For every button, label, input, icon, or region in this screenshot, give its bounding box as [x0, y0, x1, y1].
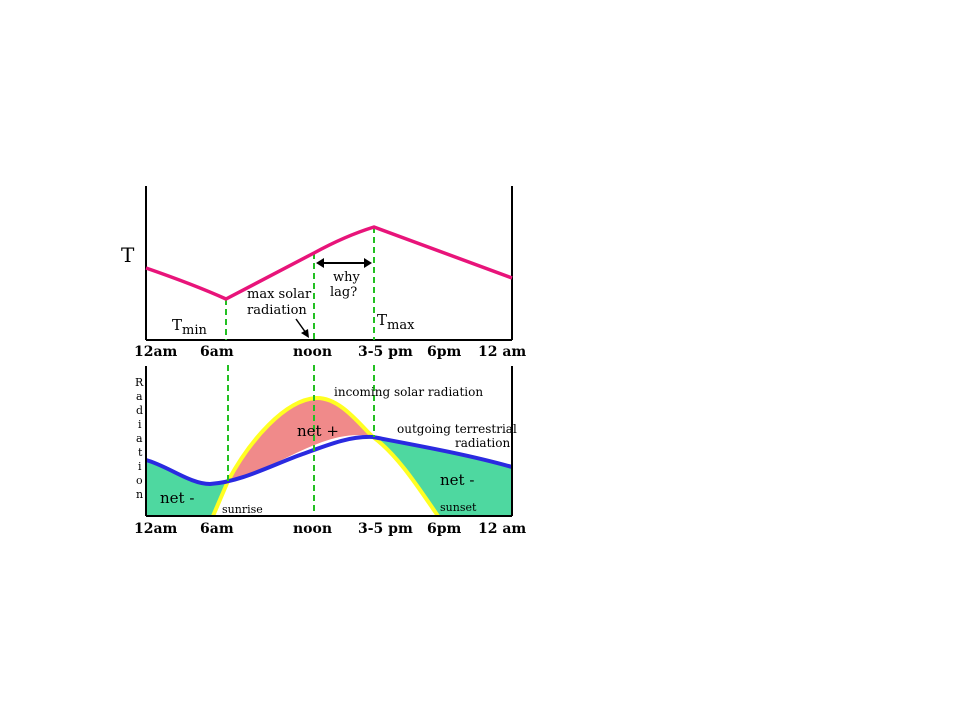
radiation-letter: o: [136, 474, 143, 487]
top-tick-3-5pm: 3-5 pm: [358, 344, 413, 360]
why-lag-label-line1: why: [333, 270, 361, 285]
radiation-letter: i: [138, 418, 142, 431]
incoming-solar-label: incoming solar radiation: [334, 385, 483, 399]
radiation-letter: t: [138, 446, 143, 459]
radiation-letter: i: [138, 460, 142, 473]
radiation-letter: d: [136, 404, 143, 417]
net-negative-right-label: net -: [440, 471, 474, 489]
top-tick-12am: 12am: [134, 344, 178, 360]
tmin-label: Tmin: [172, 316, 208, 338]
bottom-tick-6pm: 6pm: [427, 521, 462, 537]
temperature-axis-label: T: [121, 243, 135, 267]
net-negative-area-right: [373, 437, 512, 516]
top-tick-noon: noon: [293, 344, 332, 360]
max-solar-label-line2: radiation: [247, 303, 307, 318]
lag-double-arrow: [316, 258, 372, 268]
incoming-solar-curve: [211, 395, 440, 518]
temperature-curve: [145, 225, 513, 301]
bottom-tick-12am: 12am: [134, 521, 178, 537]
top-tick-6am: 6am: [200, 344, 234, 360]
radiation-axis-label: R a d i a t i o n: [135, 376, 144, 501]
max-solar-arrow: [295, 318, 309, 338]
net-positive-label: net +: [297, 422, 339, 440]
outgoing-label-line1: outgoing terrestrial: [397, 422, 517, 436]
top-tick-6pm: 6pm: [427, 344, 462, 360]
why-lag-label-line2: lag?: [330, 285, 357, 300]
radiation-letter: n: [136, 488, 143, 501]
tmax-label: Tmax: [377, 311, 415, 333]
net-positive-area: [228, 397, 373, 481]
bottom-tick-6am: 6am: [200, 521, 234, 537]
outgoing-label-line2: radiation: [455, 436, 510, 450]
radiation-letter: a: [136, 432, 143, 445]
net-negative-area-left: [146, 460, 228, 516]
radiation-letter: R: [135, 376, 144, 389]
bottom-tick-3-5pm: 3-5 pm: [358, 521, 413, 537]
bottom-tick-12am-end: 12 am: [478, 521, 526, 537]
outgoing-terrestrial-curve: [145, 434, 513, 486]
bottom-tick-noon: noon: [293, 521, 332, 537]
sunrise-label: sunrise: [222, 503, 263, 516]
sunset-label: sunset: [440, 501, 477, 514]
radiation-letter: a: [136, 390, 143, 403]
net-negative-left-label: net -: [160, 489, 194, 507]
top-panel: T Tmin Tmax max solar radiation why lag?…: [121, 186, 526, 360]
top-tick-12am-end: 12 am: [478, 344, 526, 360]
bottom-panel: R a d i a t i o n incoming solar radiati…: [134, 365, 526, 537]
max-solar-label-line1: max solar: [247, 287, 312, 302]
